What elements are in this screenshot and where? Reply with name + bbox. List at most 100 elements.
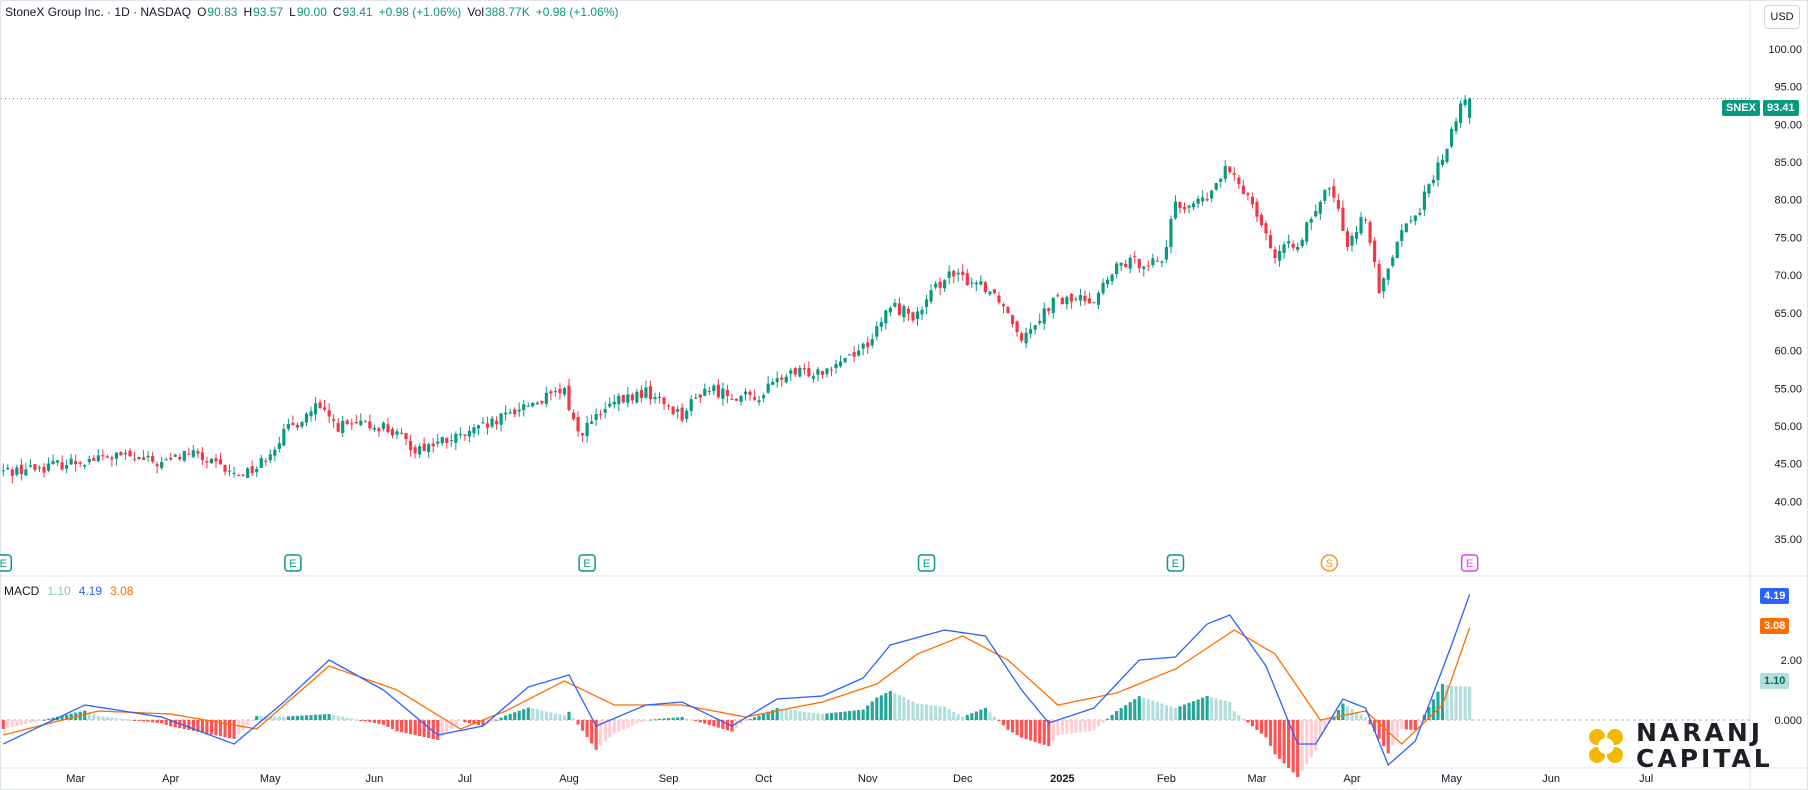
- macd-histogram-bar: [255, 715, 259, 720]
- candle: [237, 473, 241, 477]
- candle: [820, 370, 825, 379]
- macd-histogram-bar: [209, 720, 214, 735]
- candle: [476, 424, 481, 436]
- candle-body: [1400, 230, 1404, 241]
- candle-body: [128, 450, 132, 457]
- price-tick-label: 35.00: [1774, 534, 1802, 546]
- time-tick-label: Jul: [1639, 773, 1653, 785]
- candle-body: [915, 311, 920, 319]
- macd-histogram-bar: [829, 713, 834, 720]
- candle-body: [952, 270, 956, 277]
- macd-histogram-bar: [1151, 700, 1155, 720]
- macd-histogram-bar: [1404, 720, 1408, 730]
- macd-histogram-bar: [780, 708, 784, 720]
- time-tick-label: Sep: [659, 773, 679, 785]
- candle: [775, 371, 779, 388]
- candle-body: [309, 411, 313, 417]
- macd-histogram-bar: [377, 720, 381, 724]
- candle: [938, 277, 942, 295]
- candle-body: [766, 383, 770, 393]
- candle-body: [209, 458, 214, 464]
- macd-histogram-bar: [1459, 686, 1463, 720]
- candle: [132, 451, 137, 462]
- macd-title[interactable]: MACD: [4, 584, 40, 598]
- macd-histogram-bar: [28, 720, 33, 723]
- candle: [1029, 322, 1033, 339]
- candle-body: [513, 409, 517, 415]
- candle: [1133, 250, 1137, 264]
- candle-body: [829, 369, 834, 371]
- macd-histogram-bar: [662, 718, 666, 720]
- candle: [359, 413, 363, 427]
- candle-body: [476, 425, 481, 429]
- candle-body: [522, 404, 526, 411]
- candle-body: [843, 357, 847, 363]
- macd-histogram-bar: [187, 720, 191, 730]
- macd-histogram-bar: [1436, 691, 1440, 720]
- candle-body: [1404, 223, 1408, 233]
- candle-body: [870, 339, 874, 346]
- candle: [1241, 179, 1245, 195]
- candle: [313, 396, 318, 421]
- macd-signal-line: [3, 627, 1471, 745]
- candle: [952, 269, 956, 284]
- macd-histogram-bar: [1386, 720, 1390, 754]
- macd-histogram-bar: [422, 720, 426, 738]
- candle-body: [884, 310, 888, 324]
- candle-body: [1296, 246, 1300, 250]
- candle-body: [1241, 185, 1245, 195]
- candle-body: [594, 414, 598, 420]
- time-tick-label: Feb: [1157, 773, 1176, 785]
- volume-value: 388.77K: [485, 5, 530, 19]
- macd-histogram-bar: [626, 720, 630, 728]
- candle-body: [802, 368, 806, 370]
- candle: [1273, 246, 1277, 264]
- candle-body: [653, 397, 657, 400]
- candle-body: [997, 295, 1001, 303]
- macd-histogram-bar: [1273, 720, 1277, 755]
- macd-histogram-bar: [327, 714, 331, 720]
- candle: [1119, 262, 1123, 272]
- macd-histogram-bar: [947, 709, 951, 720]
- macd-histogram-bar: [1160, 703, 1164, 720]
- macd-histogram-bar: [218, 720, 223, 737]
- candle: [961, 264, 965, 281]
- currency-button[interactable]: USD: [1764, 5, 1800, 29]
- candle: [19, 458, 23, 481]
- candle-body: [1350, 235, 1354, 246]
- macd-histogram-bar: [1178, 706, 1182, 720]
- candle-body: [273, 449, 277, 456]
- macd-histogram-bar: [286, 716, 290, 720]
- macd-histogram-bar: [458, 720, 462, 722]
- candle-body: [562, 388, 567, 395]
- macd-histogram-bar: [1137, 696, 1141, 720]
- candle: [734, 398, 739, 402]
- macd-tick-label: 2.00: [1781, 655, 1802, 667]
- candle-body: [657, 396, 662, 398]
- candle-body: [1119, 262, 1123, 266]
- candle-body: [743, 391, 748, 395]
- candle-body: [1382, 278, 1386, 292]
- candle: [1228, 166, 1232, 175]
- candle-body: [694, 397, 698, 399]
- candle-body: [323, 407, 327, 410]
- candle-body: [780, 377, 784, 380]
- time-tick-label: Aug: [559, 773, 579, 785]
- candle-body: [707, 390, 711, 392]
- candle-body: [1463, 99, 1467, 106]
- macd-histogram-bar: [404, 720, 408, 734]
- price-tag-ticker: SNEX: [1722, 100, 1760, 116]
- macd-histogram-bar: [232, 720, 236, 739]
- candle-body: [164, 459, 168, 461]
- candle-body: [1459, 103, 1463, 123]
- macd-histogram-bar: [635, 720, 639, 724]
- candle-body: [1273, 249, 1277, 259]
- signal-line-tag: 3.08: [1760, 618, 1790, 634]
- macd-signal-value: 3.08: [110, 584, 134, 598]
- candle: [458, 427, 462, 439]
- candle-body: [861, 343, 865, 349]
- macd-histogram-bar: [1210, 697, 1214, 720]
- macd-histogram-bar: [762, 713, 766, 720]
- candle-body: [739, 395, 743, 402]
